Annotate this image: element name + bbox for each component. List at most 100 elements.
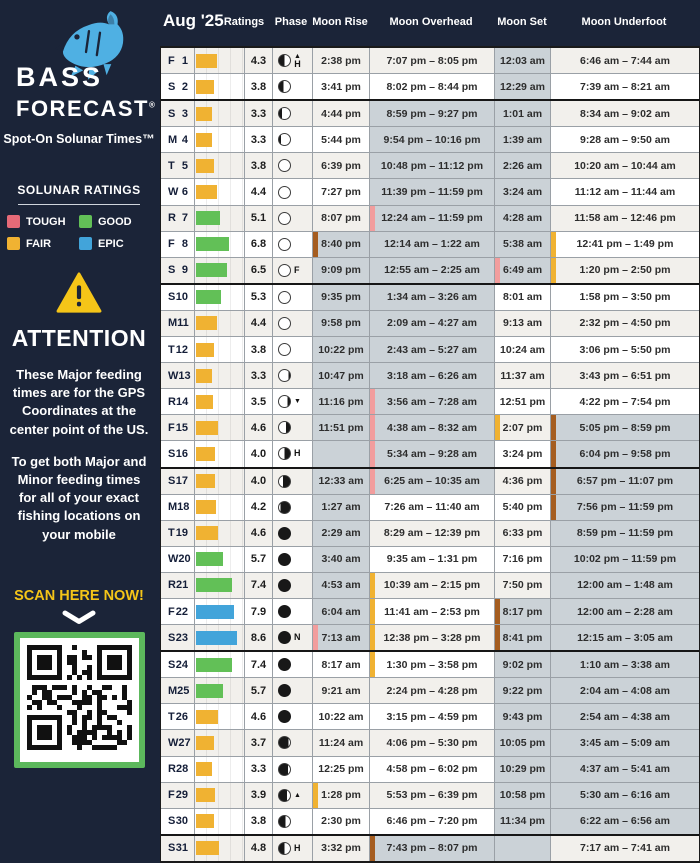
underfoot-cell: 6:46 am – 7:44 am xyxy=(551,48,699,74)
moonset-cell: 10:58 pm xyxy=(495,782,551,808)
underfoot-cell: 10:02 pm – 11:59 pm xyxy=(551,546,699,572)
day-of-week: R xyxy=(168,212,176,225)
phase-cell: F xyxy=(273,257,313,283)
moonset-cell: 8:41 pm xyxy=(495,625,551,651)
moonrise-cell: 11:51 pm xyxy=(313,415,370,441)
phase-cell: ▼ xyxy=(273,389,313,415)
rating-bar-cell xyxy=(195,48,245,74)
sun-event-marker xyxy=(370,652,375,678)
day-cell: F 29 xyxy=(161,782,195,808)
day-cell: S 10 xyxy=(161,284,195,310)
phase-cell xyxy=(273,808,313,834)
day-cell: M 25 xyxy=(161,678,195,704)
phase-cell xyxy=(273,572,313,598)
rating-bar xyxy=(196,762,212,777)
phase-cell xyxy=(273,363,313,389)
month-label: Aug '25 xyxy=(163,11,224,30)
rating-bar-cell xyxy=(195,310,245,337)
day-of-week: T xyxy=(168,159,175,172)
rating-value: 3.9 xyxy=(245,782,273,808)
moon-phase-icon xyxy=(278,290,291,304)
overhead-cell: 7:07 pm – 8:05 pm xyxy=(370,48,495,74)
day-cell: S 31 xyxy=(161,835,195,861)
overhead-cell: 3:15 pm – 4:59 pm xyxy=(370,704,495,730)
moon-phase-icon xyxy=(278,605,291,619)
underfoot-cell: 12:00 am – 2:28 am xyxy=(551,598,699,625)
moonset-cell: 11:34 pm xyxy=(495,808,551,834)
phase-cell: ▲ xyxy=(273,782,313,808)
overhead-cell: 7:26 am – 11:40 am xyxy=(370,494,495,520)
moonrise-cell: 4:44 pm xyxy=(313,101,370,127)
scan-cta: SCAN HERE NOW! xyxy=(14,588,144,604)
overhead-cell: 11:39 pm – 11:59 pm xyxy=(370,179,495,205)
overhead-cell: 1:34 am – 3:26 am xyxy=(370,284,495,310)
attention-panel: ATTENTION These Major feeding times are … xyxy=(0,272,158,544)
rating-bar-cell xyxy=(195,205,245,231)
brand-logo: BASS FORECAST® Spot-On Solunar Times™ xyxy=(0,0,158,150)
rating-bar-cell xyxy=(195,652,245,678)
rating-value: 3.3 xyxy=(245,363,273,389)
day-of-week: T xyxy=(168,343,175,356)
rating-bar xyxy=(196,657,232,672)
overhead-cell: 12:14 am – 1:22 am xyxy=(370,231,495,257)
moonrise-cell: 2:30 pm xyxy=(313,808,370,834)
rating-bar-cell xyxy=(195,808,245,834)
phase-letter: H xyxy=(294,842,301,853)
moonrise-cell: 1:27 am xyxy=(313,494,370,520)
underfoot-cell: 10:20 am – 10:44 am xyxy=(551,153,699,179)
moonset-cell: 2:26 am xyxy=(495,153,551,179)
day-of-week: R xyxy=(168,763,176,776)
rating-value: 8.6 xyxy=(245,625,273,651)
rating-value: 4.4 xyxy=(245,179,273,205)
day-of-week: F xyxy=(168,238,175,251)
table-row: M 18 4.2 1:27 am 7:26 am – 11:40 am 5:40 pm 7:… xyxy=(161,494,699,521)
underfoot-cell: 6:57 pm – 11:07 pm xyxy=(551,468,699,494)
phase-annotation: ▼ xyxy=(294,398,301,405)
rating-value: 3.8 xyxy=(245,808,273,834)
day-cell: F 22 xyxy=(161,598,195,625)
day-of-week: R xyxy=(168,579,176,592)
good-color-swatch xyxy=(79,215,92,228)
day-cell: S 16 xyxy=(161,441,195,467)
moonrise-cell: 3:41 pm xyxy=(313,74,370,100)
day-number: 31 xyxy=(175,842,188,855)
rating-bar-cell xyxy=(195,363,245,389)
day-number: 26 xyxy=(175,710,188,723)
rating-bar xyxy=(196,814,214,829)
day-of-week: S xyxy=(168,842,176,855)
rating-value: 6.8 xyxy=(245,231,273,257)
sun-event-marker xyxy=(313,782,318,808)
day-number: 12 xyxy=(175,343,188,356)
moonset-cell: 10:29 pm xyxy=(495,756,551,782)
day-number: 9 xyxy=(181,264,188,277)
phase-cell: N xyxy=(273,625,313,651)
underfoot-cell: 4:22 pm – 7:54 pm xyxy=(551,389,699,415)
moon-phase-icon xyxy=(278,500,291,514)
rating-bar-cell xyxy=(195,520,245,546)
table-row: F 29 3.9 ▲ 1:28 pm 5:53 pm – 6:39 pm 10:58 pm 5… xyxy=(161,782,699,809)
phase-cell xyxy=(273,179,313,205)
day-cell: R 14 xyxy=(161,389,195,415)
moon-phase-icon xyxy=(278,237,291,251)
table-row: S 31 4.8 H 3:32 pm 7:43 pm – 8:07 pm 7:17 am –… xyxy=(161,835,699,861)
day-number: 28 xyxy=(175,763,189,776)
moon-phase-icon xyxy=(278,107,291,121)
table-row: S 2 3.8 3:41 pm 8:02 pm – 8:44 pm 12:29 am 7:3… xyxy=(161,74,699,102)
column-header-ratings: Ratings xyxy=(223,16,265,28)
tough-color-swatch xyxy=(7,215,20,228)
phase-annotation: H xyxy=(294,449,301,458)
rating-bar-cell xyxy=(195,782,245,808)
rating-value: 4.2 xyxy=(245,494,273,520)
table-row: M 4 3.3 5:44 pm 9:54 pm – 10:16 pm 1:39 am 9:2… xyxy=(161,127,699,154)
moonset-cell: 7:16 pm xyxy=(495,546,551,572)
rating-bar xyxy=(196,79,214,94)
fair-color-swatch xyxy=(7,237,20,250)
day-of-week: S xyxy=(168,447,176,460)
table-row: F 15 4.6 11:51 pm 4:38 am – 8:32 am 2:07 pm 5:… xyxy=(161,415,699,442)
overhead-cell: 10:48 pm – 11:12 pm xyxy=(370,153,495,179)
day-number: 2 xyxy=(181,80,188,93)
day-number: 11 xyxy=(177,317,189,330)
moon-phase-icon xyxy=(278,474,291,488)
moonset-cell: 8:17 pm xyxy=(495,598,551,625)
